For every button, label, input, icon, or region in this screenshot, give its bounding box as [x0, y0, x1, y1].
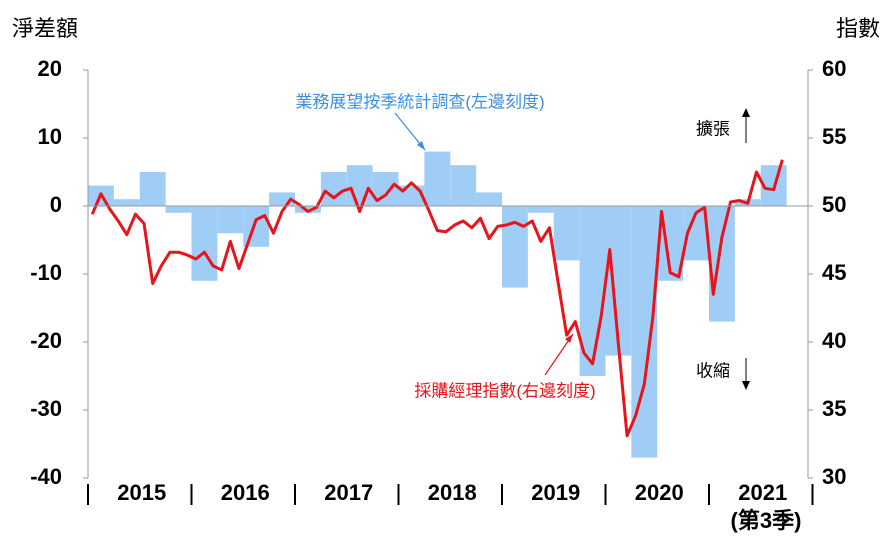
x-tick-label: 2021 — [738, 480, 787, 505]
y2-tick-label: 50 — [822, 192, 846, 217]
bar — [191, 206, 218, 281]
bar — [476, 192, 502, 206]
y-tick-label: 20 — [38, 56, 62, 81]
x-tick-label: 2018 — [428, 480, 477, 505]
bar — [320, 172, 347, 206]
y2-tick-label: 60 — [822, 56, 846, 81]
bar — [346, 165, 373, 206]
bar — [165, 206, 192, 213]
bar-annotation: 業務展望按季統計調查(左邊刻度) — [295, 92, 544, 111]
y-tick-label: -10 — [30, 260, 62, 285]
down-annotation: 收縮 — [696, 361, 730, 380]
y-tick-label: -20 — [30, 328, 62, 353]
y2-tick-label: 55 — [822, 124, 846, 149]
x-tick-label: 2016 — [221, 480, 270, 505]
bar — [243, 206, 270, 247]
bar — [502, 206, 528, 288]
x-tick-label: 2017 — [324, 480, 373, 505]
bar — [527, 206, 554, 213]
y2-axis-title: 指數 — [836, 16, 880, 41]
bar — [424, 151, 451, 206]
y-tick-label: 10 — [38, 124, 62, 149]
annotation-arrowhead — [417, 141, 425, 150]
y-tick-label: -30 — [30, 396, 62, 421]
x-tick-label: 2019 — [531, 480, 580, 505]
bar — [295, 206, 321, 213]
bar — [553, 206, 580, 261]
y-axis-title: 淨差額 — [12, 16, 78, 41]
x-tick-label: 2015 — [117, 480, 166, 505]
y-tick-label: 0 — [50, 192, 62, 217]
bar — [709, 206, 735, 322]
line — [90, 159, 784, 438]
bar — [139, 172, 166, 206]
up-annotation: 擴張 — [696, 119, 730, 138]
bar — [113, 199, 140, 206]
y2-tick-label: 45 — [822, 260, 846, 285]
bar — [450, 165, 477, 206]
x-note: (第3季) — [731, 508, 802, 533]
bar — [217, 206, 244, 234]
line-annotation: 採購經理指數(右邊刻度) — [414, 381, 595, 400]
y2-tick-label: 30 — [822, 464, 846, 489]
down-arrowhead — [742, 381, 750, 390]
bar — [398, 185, 425, 206]
y2-tick-label: 35 — [822, 396, 846, 421]
up-arrowhead — [742, 108, 750, 117]
y2-tick-label: 40 — [822, 328, 846, 353]
y-tick-label: -40 — [30, 464, 62, 489]
x-tick-label: 2020 — [635, 480, 684, 505]
annotation-arrowhead — [565, 334, 573, 343]
